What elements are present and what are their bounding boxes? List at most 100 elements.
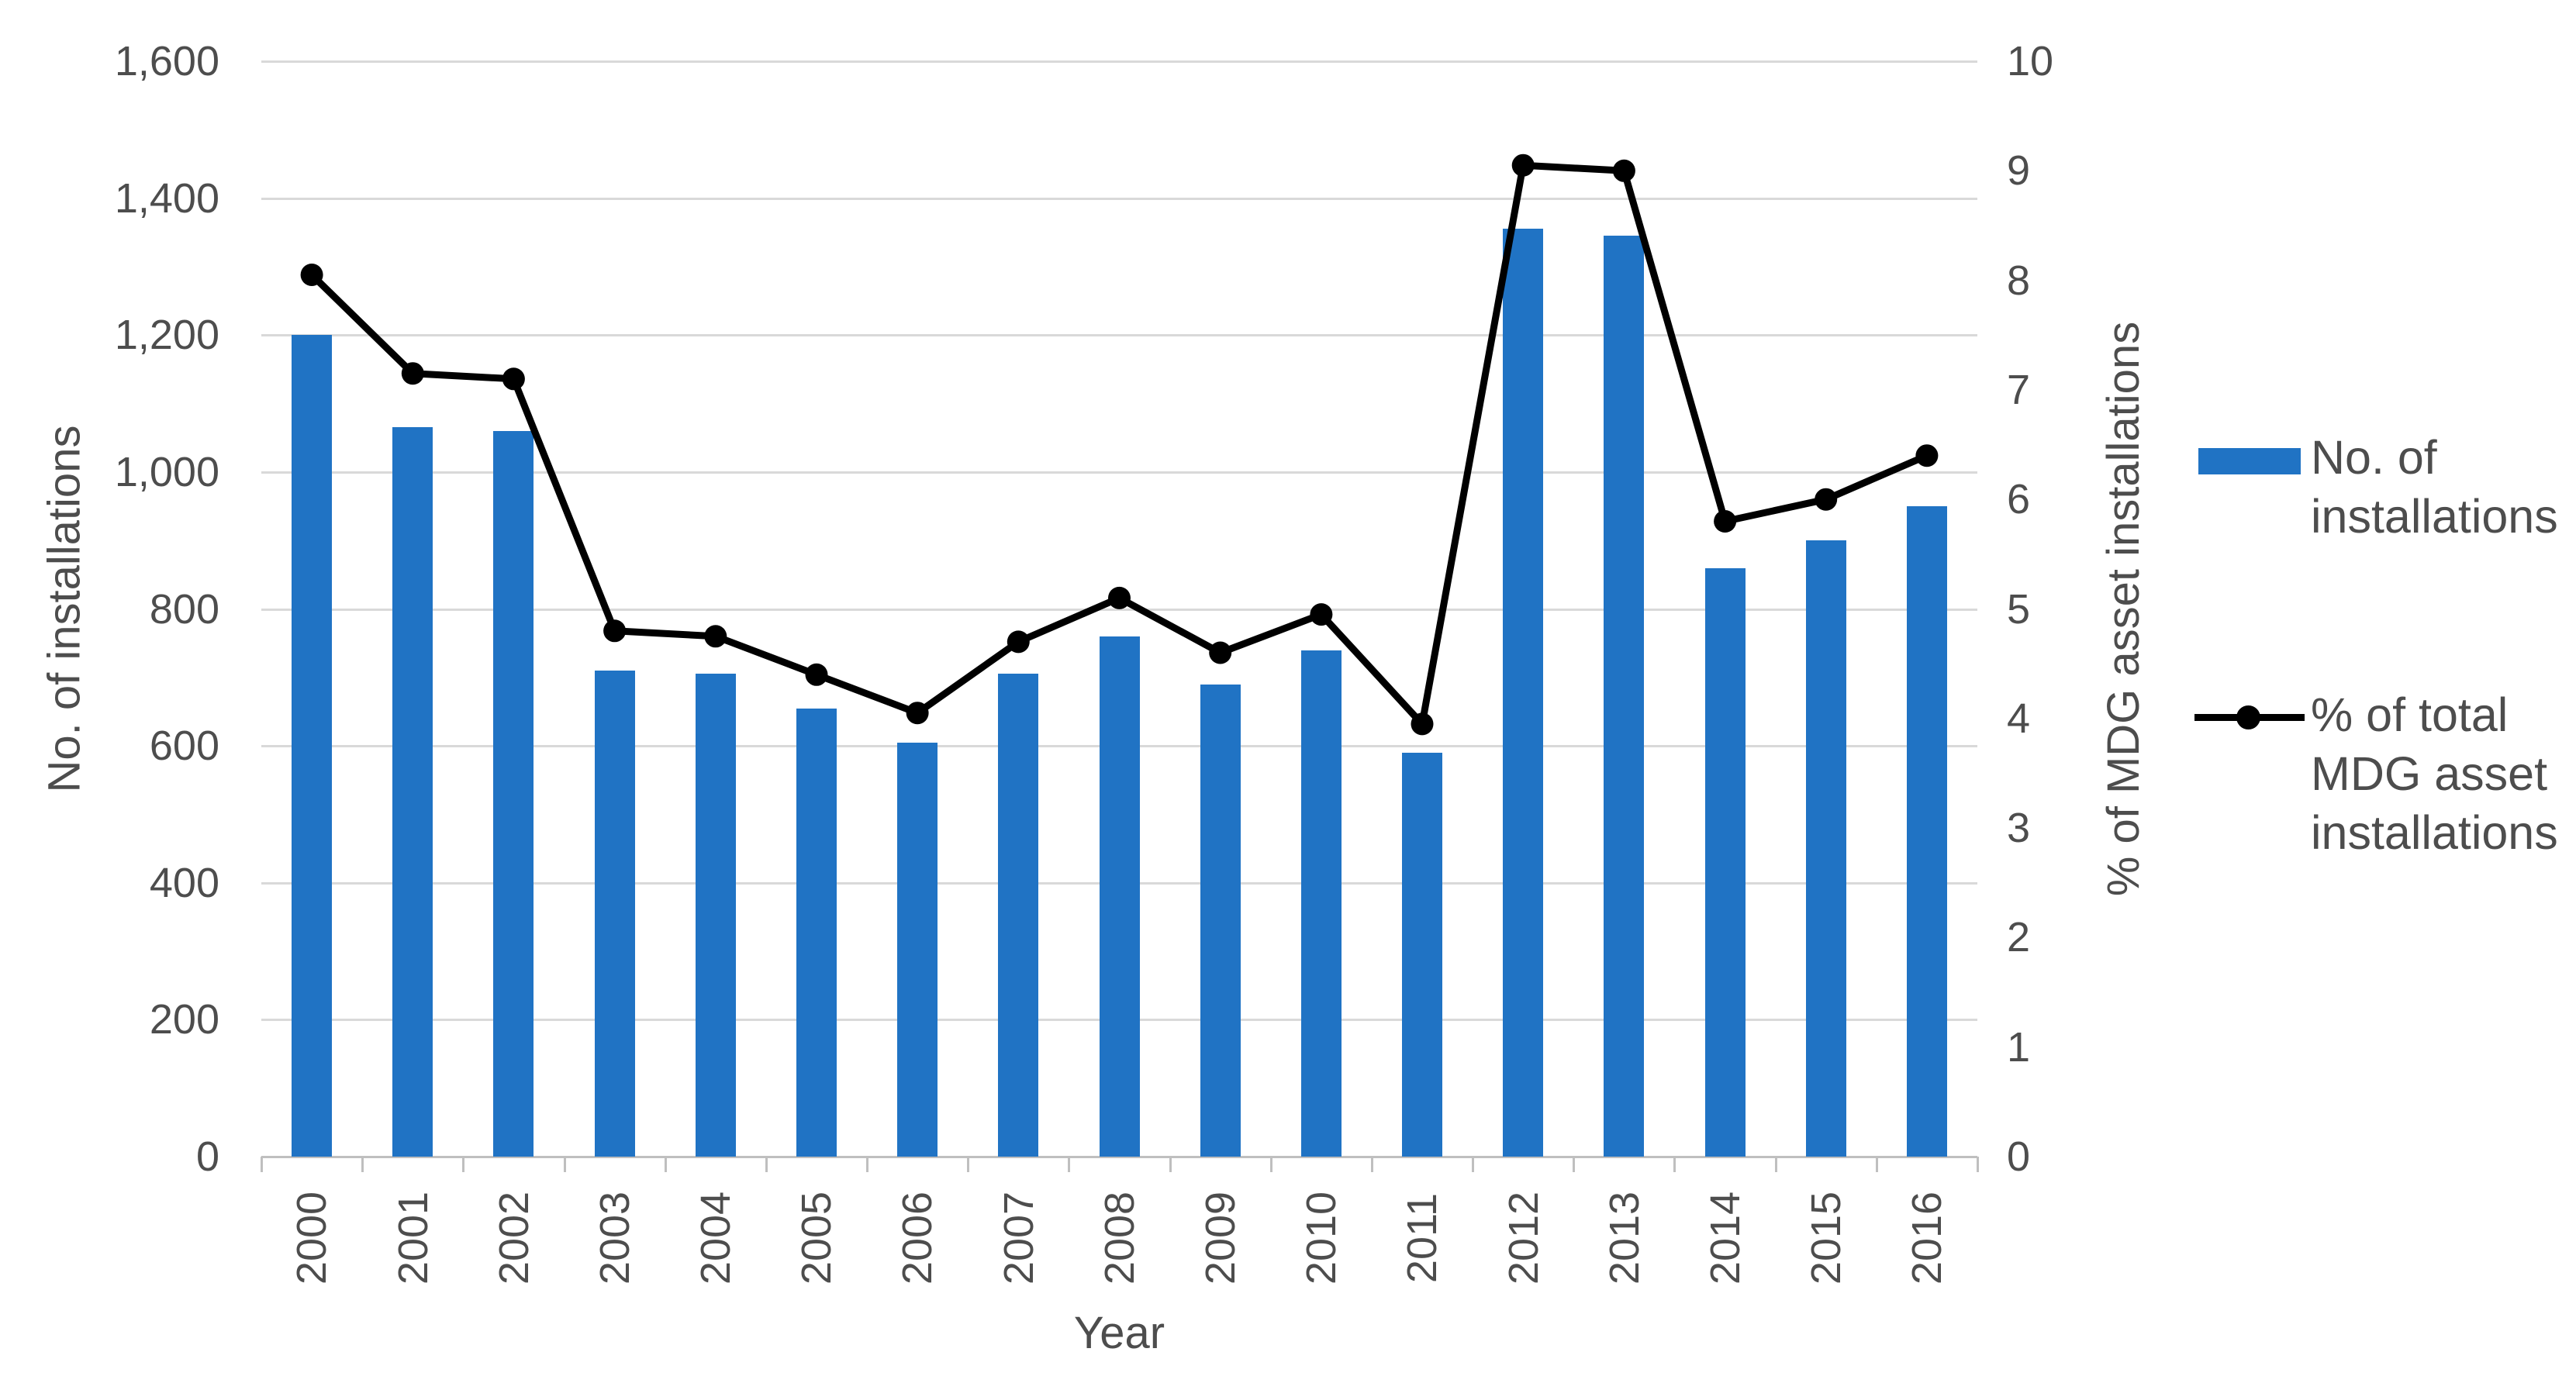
bar-2013 bbox=[1604, 236, 1645, 1157]
left-tick-label-1,400: 1,400 bbox=[114, 174, 219, 222]
bar-2003 bbox=[594, 670, 635, 1157]
right-tick-label-4: 4 bbox=[2007, 695, 2031, 742]
x-tick-label-2006: 2006 bbox=[867, 1180, 969, 1296]
right-axis-title-box: % of MDG asset installations bbox=[2094, 61, 2154, 1157]
x-tick-label-2015: 2015 bbox=[1776, 1180, 1877, 1296]
x-tick-label-2004: 2004 bbox=[665, 1180, 767, 1296]
x-axis-title: Year bbox=[1073, 1308, 1165, 1358]
x-tick-label-2010: 2010 bbox=[1271, 1180, 1373, 1296]
x-tickmark-1 bbox=[361, 1157, 364, 1172]
right-tick-label-2: 2 bbox=[2007, 914, 2031, 961]
x-tick-label-2009: 2009 bbox=[1170, 1180, 1272, 1296]
marker-2006 bbox=[906, 702, 929, 725]
x-tick-label-text: 2001 bbox=[389, 1191, 437, 1285]
x-tick-label-2008: 2008 bbox=[1069, 1180, 1170, 1296]
bar-2005 bbox=[796, 708, 837, 1157]
x-tick-label-2014: 2014 bbox=[1674, 1180, 1776, 1296]
left-tick-label-800: 800 bbox=[149, 585, 219, 633]
marker-2011 bbox=[1411, 712, 1434, 736]
right-tick-label-7: 7 bbox=[2007, 366, 2031, 413]
x-tickmark-3 bbox=[563, 1157, 566, 1172]
x-tick-label-text: 2010 bbox=[1298, 1191, 1345, 1285]
line-series bbox=[300, 153, 1939, 736]
marker-2005 bbox=[805, 663, 828, 686]
gridline-0 bbox=[261, 1156, 1977, 1158]
legend-bar-swatch-icon bbox=[2198, 448, 2301, 474]
left-tick-label-0: 0 bbox=[195, 1133, 219, 1180]
marker-2004 bbox=[704, 625, 727, 648]
right-tick-label-0: 0 bbox=[2007, 1133, 2031, 1180]
pct-line bbox=[309, 161, 1929, 728]
marker-2002 bbox=[502, 367, 525, 391]
bar-2004 bbox=[695, 674, 736, 1157]
x-tick-label-2016: 2016 bbox=[1877, 1180, 1978, 1296]
marker-2003 bbox=[603, 619, 627, 643]
marker-2000 bbox=[300, 264, 323, 286]
left-tick-label-1,600: 1,600 bbox=[114, 38, 219, 84]
x-tick-label-text: 2008 bbox=[1096, 1191, 1143, 1285]
marker-2015 bbox=[1815, 488, 1838, 511]
left-axis-title: No. of installations bbox=[39, 425, 90, 793]
x-tick-label-2002: 2002 bbox=[463, 1180, 565, 1296]
bar-2009 bbox=[1200, 684, 1241, 1157]
legend-marker-dot-icon bbox=[2236, 705, 2260, 729]
bar-2014 bbox=[1704, 567, 1746, 1157]
gridline-1,600 bbox=[261, 60, 1977, 63]
marker-2008 bbox=[1108, 586, 1131, 609]
x-tick-label-text: 2009 bbox=[1197, 1191, 1245, 1285]
marker-2014 bbox=[1714, 510, 1737, 533]
right-axis-title: % of MDG asset installations bbox=[2098, 321, 2150, 897]
right-tick-label-8: 8 bbox=[2007, 257, 2031, 304]
x-tickmark-14 bbox=[1673, 1157, 1676, 1172]
x-tick-label-text: 2007 bbox=[995, 1191, 1042, 1285]
x-tick-label-2001: 2001 bbox=[362, 1180, 464, 1296]
right-tick-label-9: 9 bbox=[2007, 147, 2031, 195]
x-tickmark-12 bbox=[1472, 1157, 1475, 1172]
marker-2016 bbox=[1915, 444, 1939, 467]
left-tick-label-1,000: 1,000 bbox=[114, 448, 219, 495]
bar-2001 bbox=[392, 427, 433, 1157]
marker-2013 bbox=[1612, 159, 1635, 182]
x-tick-label-text: 2015 bbox=[1803, 1191, 1850, 1285]
x-tickmark-10 bbox=[1269, 1157, 1272, 1172]
x-tickmark-5 bbox=[765, 1157, 768, 1172]
x-tickmark-4 bbox=[664, 1157, 667, 1172]
right-tick-label-6: 6 bbox=[2007, 476, 2031, 523]
x-tick-label-2012: 2012 bbox=[1473, 1180, 1574, 1296]
x-tick-label-text: 2004 bbox=[692, 1191, 740, 1285]
x-tick-label-text: 2014 bbox=[1701, 1191, 1749, 1285]
x-tickmark-6 bbox=[866, 1157, 869, 1172]
left-tick-label-1,200: 1,200 bbox=[114, 312, 219, 359]
gridline-1,000 bbox=[261, 471, 1977, 474]
left-axis-title-box: No. of installations bbox=[34, 61, 95, 1157]
x-tickmark-17 bbox=[1977, 1157, 1979, 1172]
bar-2010 bbox=[1300, 650, 1342, 1157]
bar-2002 bbox=[493, 430, 534, 1157]
bar-2016 bbox=[1906, 506, 1947, 1157]
x-tick-label-2011: 2011 bbox=[1372, 1180, 1473, 1296]
x-tick-label-2013: 2013 bbox=[1573, 1180, 1675, 1296]
x-tickmark-11 bbox=[1370, 1157, 1373, 1172]
bar-2011 bbox=[1402, 752, 1443, 1157]
x-tick-label-2000: 2000 bbox=[261, 1180, 363, 1296]
x-tickmark-2 bbox=[462, 1157, 465, 1172]
gridline-1,400 bbox=[261, 197, 1977, 200]
bar-2000 bbox=[292, 335, 333, 1157]
bar-2012 bbox=[1503, 229, 1544, 1157]
right-tick-label-1: 1 bbox=[2007, 1023, 2031, 1071]
x-tick-label-text: 2005 bbox=[793, 1191, 841, 1285]
x-tick-label-2007: 2007 bbox=[968, 1180, 1069, 1296]
x-tickmark-13 bbox=[1573, 1157, 1576, 1172]
x-tick-label-text: 2006 bbox=[894, 1191, 941, 1285]
x-tick-label-text: 2000 bbox=[288, 1191, 336, 1285]
x-tick-label-2005: 2005 bbox=[766, 1180, 868, 1296]
left-tick-label-400: 400 bbox=[149, 859, 219, 906]
x-tickmark-15 bbox=[1774, 1157, 1777, 1172]
right-tick-label-5: 5 bbox=[2007, 585, 2031, 633]
x-tick-label-text: 2013 bbox=[1601, 1191, 1648, 1285]
marker-2007 bbox=[1007, 630, 1030, 654]
x-tickmark-8 bbox=[1068, 1157, 1071, 1172]
gridline-800 bbox=[261, 608, 1977, 611]
marker-2001 bbox=[401, 362, 424, 385]
